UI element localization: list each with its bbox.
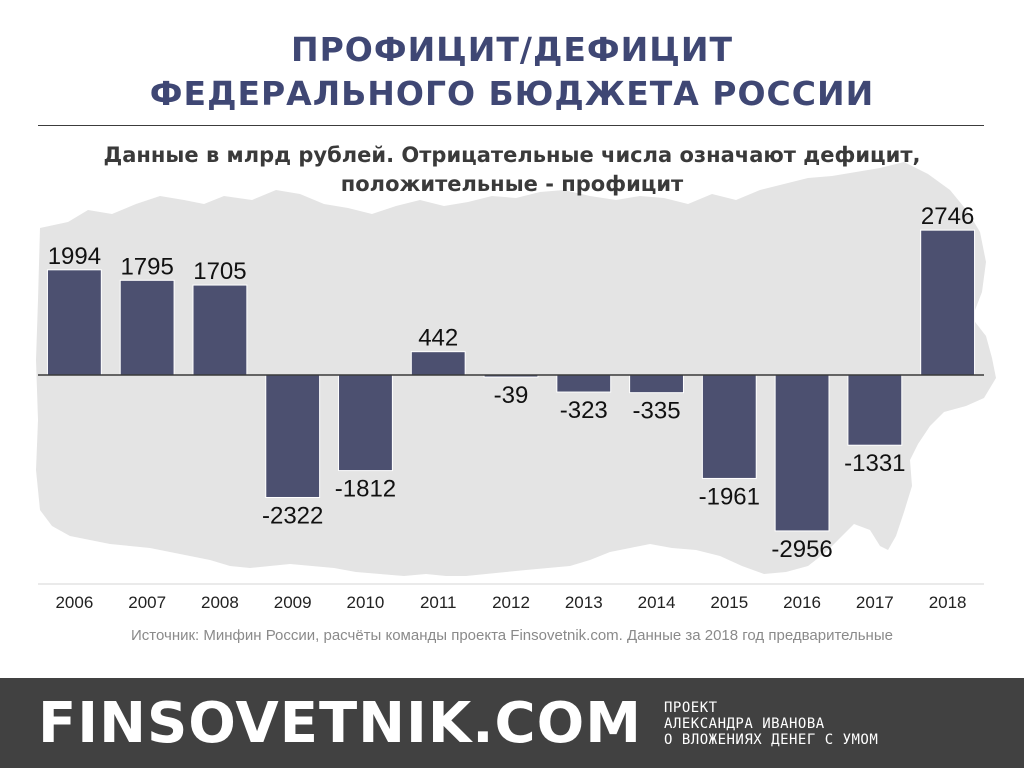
bar-2007	[119, 279, 175, 376]
x-tick-2010: 2010	[347, 593, 385, 612]
bar-2010	[338, 374, 393, 472]
x-tick-2016: 2016	[783, 593, 821, 612]
value-label-2010: -1812	[335, 476, 396, 503]
chart-subtitle: Данные в млрд рублей. Отрицательные числ…	[0, 141, 1024, 199]
value-label-2006: 1994	[48, 243, 101, 270]
value-label-2016: -2956	[771, 536, 832, 563]
value-label-2012: -39	[494, 382, 529, 409]
footer-tagline: ПРОЕКТ АЛЕКСАНДРА ИВАНОВА О ВЛОЖЕНИЯХ ДЕ…	[664, 700, 878, 748]
bar-2018	[920, 229, 976, 376]
x-tick-2018: 2018	[929, 593, 967, 612]
bar-2009	[265, 374, 321, 498]
bar-2014	[629, 374, 684, 394]
x-tick-2017: 2017	[856, 593, 894, 612]
x-tick-2015: 2015	[710, 593, 748, 612]
title-line-1: ПРОФИЦИТ/ДЕФИЦИТ	[290, 30, 734, 69]
source-note: Источник: Минфин России, расчёты команды…	[131, 627, 893, 644]
subtitle-line-1: Данные в млрд рублей. Отрицательные числ…	[103, 143, 921, 167]
subtitle-line-2: положительные - профицит	[340, 172, 684, 196]
bar-2017	[847, 374, 903, 446]
x-tick-2007: 2007	[128, 593, 166, 612]
x-tick-2012: 2012	[492, 593, 530, 612]
bar-2011	[410, 351, 466, 376]
title-divider	[38, 125, 984, 126]
tagline-line-1: ПРОЕКТ	[664, 700, 718, 716]
x-tick-2013: 2013	[565, 593, 603, 612]
value-label-2007: 1795	[120, 253, 173, 280]
page-title: ПРОФИЦИТ/ДЕФИЦИТ ФЕДЕРАЛЬНОГО БЮДЖЕТА РО…	[0, 28, 1024, 116]
value-label-2017: -1331	[844, 450, 905, 477]
x-tick-2008: 2008	[201, 593, 239, 612]
footer-brand-logo: FINSOVETNIK.COM	[38, 691, 642, 756]
tagline-line-3: О ВЛОЖЕНИЯХ ДЕНЕГ С УМОМ	[664, 732, 879, 748]
x-tick-2006: 2006	[55, 593, 93, 612]
x-tick-2009: 2009	[274, 593, 312, 612]
value-label-2009: -2322	[262, 502, 323, 529]
x-tick-2014: 2014	[638, 593, 676, 612]
value-label-2013: -323	[560, 397, 608, 424]
russia-map-silhouette	[36, 162, 996, 576]
footer-band	[0, 678, 1024, 768]
value-label-2011: 442	[418, 325, 458, 352]
bar-2016	[774, 374, 830, 532]
tagline-line-2: АЛЕКСАНДРА ИВАНОВА	[664, 716, 825, 732]
bar-2008	[192, 284, 248, 376]
title-line-2: ФЕДЕРАЛЬНОГО БЮДЖЕТА РОССИИ	[149, 74, 875, 113]
value-label-2018: 2746	[921, 203, 974, 230]
bar-2006	[46, 269, 102, 376]
bar-2013	[556, 374, 612, 393]
x-tick-2011: 2011	[420, 593, 457, 612]
value-label-2014: -335	[633, 398, 681, 425]
bar-2015	[701, 374, 757, 479]
value-label-2008: 1705	[193, 258, 246, 285]
value-label-2015: -1961	[699, 483, 760, 510]
